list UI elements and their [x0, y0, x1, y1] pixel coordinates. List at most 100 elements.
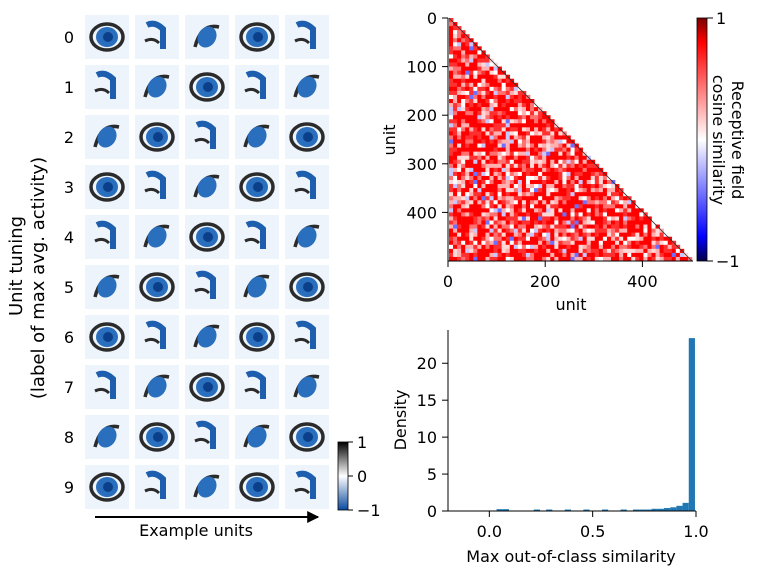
matrix-cell — [635, 252, 640, 258]
matrix-cell — [534, 180, 539, 185]
histogram-bar — [688, 338, 695, 511]
matrix-cell — [534, 212, 539, 217]
matrix-cell — [505, 90, 511, 96]
matrix-cell — [534, 163, 539, 169]
matrix-cell — [497, 70, 502, 75]
matrix-cell — [530, 107, 535, 112]
matrix-cell — [473, 200, 478, 205]
matrix-cell — [525, 248, 531, 254]
matrix-cell — [517, 123, 523, 128]
matrix-cell — [505, 252, 511, 258]
matrix-cell — [627, 216, 632, 221]
matrix-cell — [453, 196, 458, 201]
matrix-cell — [489, 66, 494, 71]
matrix-cell — [651, 248, 656, 254]
matrix-cell — [457, 184, 462, 189]
matrix-cell — [554, 196, 559, 201]
matrix-cell — [525, 139, 531, 144]
matrix-cell — [461, 196, 466, 201]
matrix-cell — [594, 216, 600, 221]
matrix-cell — [465, 103, 470, 108]
matrix-cell — [598, 200, 604, 205]
matrix-cell — [590, 171, 596, 177]
matrix-cell — [530, 127, 535, 132]
matrix-cell — [465, 147, 470, 152]
matrix-cell — [469, 58, 474, 63]
matrix-cell — [521, 196, 527, 201]
matrix-cell — [489, 180, 494, 185]
matrix-cell — [461, 42, 466, 47]
matrix-cell — [497, 252, 502, 258]
matrix-cell — [546, 143, 551, 148]
matrix-cell — [586, 171, 592, 177]
matrix-cell — [465, 252, 470, 258]
matrix-cell — [525, 228, 531, 233]
matrix-cell — [457, 99, 462, 104]
matrix-cell — [586, 167, 592, 173]
matrix-cell — [449, 180, 454, 185]
matrix-cell — [465, 54, 470, 59]
matrix-cell — [558, 163, 563, 169]
matrix-cell — [562, 139, 567, 144]
matrix-cell — [469, 115, 474, 120]
matrix-cell — [538, 244, 543, 250]
matrix-cell — [517, 107, 523, 112]
matrix-cell — [606, 212, 612, 217]
matrix-cell — [570, 236, 575, 242]
matrix-cell — [505, 123, 511, 128]
receptive-field-tile — [85, 415, 129, 459]
matrix-cell — [509, 159, 515, 165]
matrix-cell — [606, 248, 612, 254]
matrix-cell — [457, 54, 462, 59]
matrix-cell — [655, 252, 660, 258]
matrix-cell — [517, 99, 523, 104]
matrix-cell — [542, 256, 547, 262]
colorbar-b-tick-label: 1 — [716, 9, 726, 28]
matrix-cell — [513, 107, 519, 112]
histogram-bar — [620, 509, 627, 511]
matrix-cell — [493, 90, 498, 96]
histogram-bar — [601, 509, 609, 511]
matrix-cell — [509, 212, 515, 217]
matrix-cell — [477, 131, 482, 136]
matrix-cell — [489, 147, 494, 152]
matrix-cell — [566, 224, 571, 229]
matrix-cell — [457, 163, 462, 169]
matrix-cell — [530, 151, 535, 156]
matrix-cell — [465, 236, 470, 242]
matrix-cell — [449, 38, 454, 43]
matrix-cell — [538, 147, 543, 152]
matrix-cell — [513, 220, 519, 225]
matrix-cell — [542, 248, 547, 254]
matrix-cell — [570, 232, 575, 237]
matrix-cell — [517, 256, 523, 262]
matrix-cell — [578, 252, 583, 258]
matrix-cell — [517, 200, 523, 205]
matrix-cell — [469, 147, 474, 152]
matrix-cell — [497, 163, 502, 169]
matrix-cell — [481, 62, 486, 67]
matrix-cell — [489, 151, 494, 156]
matrix-cell — [493, 188, 498, 193]
matrix-cell — [473, 54, 478, 59]
matrix-cell — [590, 208, 596, 213]
matrix-cell — [485, 248, 490, 254]
matrix-cell — [501, 256, 506, 262]
matrix-cell — [521, 175, 527, 181]
matrix-cell — [602, 180, 608, 185]
matrix-cell — [542, 167, 547, 173]
matrix-cell — [461, 94, 466, 100]
matrix-cell — [469, 90, 474, 96]
matrix-cell — [513, 159, 519, 165]
matrix-cell — [489, 196, 494, 201]
matrix-cell — [525, 123, 531, 128]
matrix-cell — [602, 184, 608, 189]
matrix-cell — [461, 171, 466, 177]
matrix-cell — [558, 184, 563, 189]
matrix-cell — [453, 78, 458, 84]
matrix-cell — [449, 123, 454, 128]
matrix-cell — [525, 107, 531, 112]
matrix-cell — [481, 111, 486, 116]
matrix-cell — [501, 103, 506, 108]
